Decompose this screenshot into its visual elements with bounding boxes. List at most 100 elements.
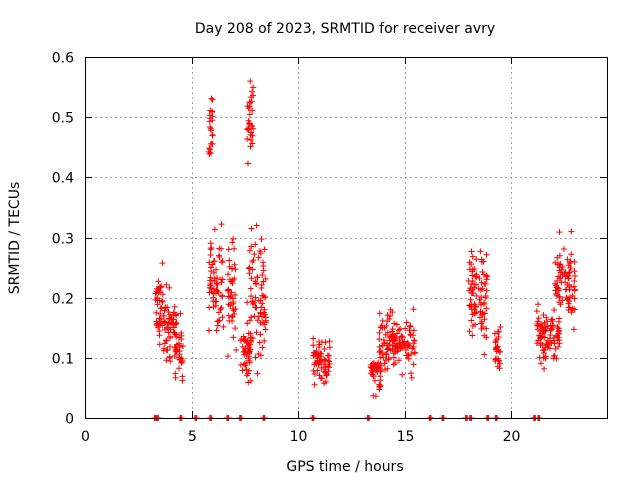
data-point — [326, 344, 333, 351]
data-point — [543, 314, 550, 321]
data-point — [554, 254, 561, 261]
data-point — [559, 297, 566, 304]
data-point — [554, 324, 561, 331]
data-point — [497, 348, 504, 355]
data-point — [262, 294, 269, 301]
y-tick-label: 0.6 — [52, 51, 74, 67]
data-point — [246, 247, 253, 254]
data-point — [156, 341, 163, 348]
data-point — [164, 325, 171, 332]
data-point — [467, 296, 474, 303]
data-point — [377, 324, 384, 331]
data-point — [261, 321, 268, 328]
data-point — [568, 228, 575, 235]
data-point — [172, 331, 179, 338]
data-point — [469, 272, 476, 279]
data-point — [213, 280, 220, 287]
data-point — [466, 287, 473, 294]
data-point — [539, 342, 546, 349]
data-point — [250, 125, 257, 132]
data-point — [225, 293, 232, 300]
data-point — [260, 278, 267, 285]
data-point — [407, 370, 414, 377]
data-point — [542, 327, 549, 334]
data-point — [547, 325, 554, 332]
data-point — [253, 329, 260, 336]
data-point — [494, 356, 501, 363]
data-point — [248, 243, 255, 250]
data-point — [243, 351, 250, 358]
data-point — [325, 357, 332, 364]
data-point — [376, 386, 383, 393]
data-point — [535, 315, 542, 322]
data-point — [318, 364, 325, 371]
data-point — [153, 309, 160, 316]
data-point — [376, 310, 383, 317]
data-point — [572, 272, 579, 279]
data-point — [404, 339, 411, 346]
data-point — [215, 252, 222, 259]
data-point — [160, 313, 167, 320]
data-point — [219, 314, 226, 321]
data-point — [246, 367, 253, 374]
data-point — [219, 292, 226, 299]
data-point — [159, 260, 166, 267]
data-point — [217, 306, 224, 313]
data-point — [228, 265, 235, 272]
data-point — [479, 285, 486, 292]
data-point — [252, 241, 259, 248]
data-point — [253, 222, 260, 229]
data-point — [232, 305, 239, 312]
x-tick-label: 20 — [503, 429, 521, 445]
data-point — [320, 368, 327, 375]
data-point — [259, 344, 266, 351]
data-point — [157, 284, 164, 291]
data-point — [252, 278, 259, 285]
data-point — [469, 253, 476, 260]
data-point — [384, 312, 391, 319]
data-point — [242, 362, 249, 369]
data-point — [387, 306, 394, 313]
data-point — [483, 305, 490, 312]
data-point — [555, 343, 562, 350]
data-point — [368, 367, 375, 374]
data-point — [466, 328, 473, 335]
data-point — [249, 140, 256, 147]
data-point — [207, 107, 214, 114]
data-point — [258, 236, 265, 243]
x-tick-label: 5 — [188, 429, 197, 445]
data-point — [478, 318, 485, 325]
data-point — [311, 371, 318, 378]
data-point — [156, 332, 163, 339]
data-point — [228, 289, 235, 296]
data-point — [229, 313, 236, 320]
data-point — [209, 261, 216, 268]
data-point — [377, 377, 384, 384]
data-point — [246, 350, 253, 357]
data-point — [256, 339, 263, 346]
data-point — [172, 370, 179, 377]
data-point — [164, 346, 171, 353]
data-point — [218, 259, 225, 266]
data-point — [173, 319, 180, 326]
data-point — [177, 310, 184, 317]
data-point — [233, 346, 240, 353]
data-point — [246, 270, 253, 277]
data-point — [246, 111, 253, 118]
data-point — [246, 264, 253, 271]
data-point — [410, 340, 417, 347]
data-point — [217, 276, 224, 283]
data-point — [384, 365, 391, 372]
data-point — [483, 276, 490, 283]
data-point — [311, 381, 318, 388]
data-point — [563, 286, 570, 293]
y-tick-label: 0.2 — [52, 292, 74, 308]
data-point — [208, 95, 215, 102]
x-tick-label: 0 — [81, 429, 90, 445]
data-point — [479, 269, 486, 276]
data-point — [215, 289, 222, 296]
data-point — [232, 325, 239, 332]
x-axis-label: GPS time / hours — [286, 459, 403, 475]
data-point — [250, 92, 257, 99]
data-point — [248, 314, 255, 321]
